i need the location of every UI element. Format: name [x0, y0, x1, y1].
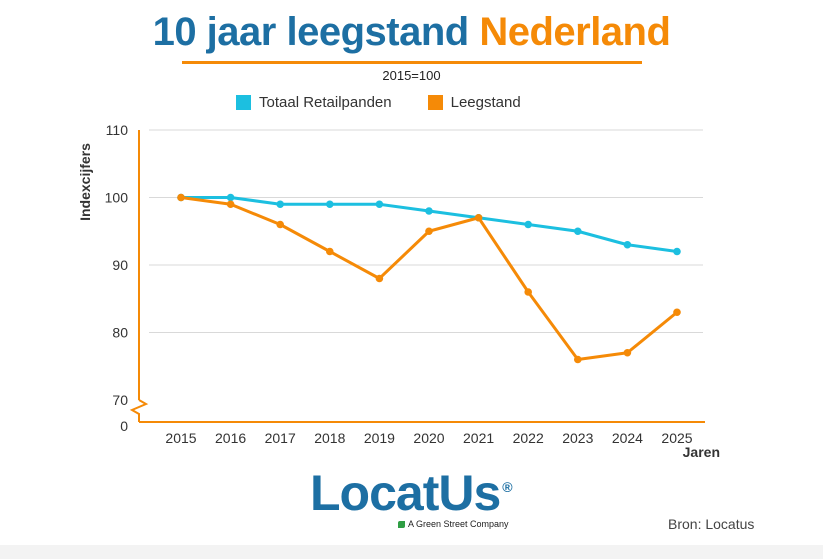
x-tick-label: 2023 — [562, 430, 593, 446]
data-point-leegstand — [226, 200, 235, 209]
x-tick-label: 2025 — [661, 430, 692, 446]
y-axis-title: Indexcijfers — [77, 143, 93, 221]
series-line-leegstand — [180, 196, 678, 361]
x-tick-label: 2024 — [612, 430, 643, 446]
source-note: Bron: Locatus — [668, 516, 755, 532]
data-point-retailpanden — [574, 227, 582, 236]
x-tick-label: 2019 — [364, 430, 395, 446]
data-point-retailpanden — [524, 220, 532, 229]
x-tick-label: 2022 — [513, 430, 544, 446]
chart-title: 10 jaar leegstand Nederland — [0, 10, 823, 55]
data-point-leegstand — [623, 348, 632, 357]
x-tick-label: 2018 — [314, 430, 345, 446]
tagline-text: A Green Street Company — [408, 519, 509, 529]
data-point-leegstand — [574, 355, 582, 364]
chart-subtitle: 2015=100 — [382, 68, 441, 83]
data-point-retailpanden — [226, 193, 235, 202]
title-part-2: Nederland — [479, 10, 671, 54]
legend-swatch-blue — [236, 95, 251, 110]
logo-tagline: A Green Street Company — [398, 519, 509, 529]
x-axis-title: Jaren — [683, 444, 720, 460]
bottom-band — [0, 545, 823, 559]
data-point-retailpanden — [375, 200, 384, 209]
legend: Totaal Retailpanden Leegstand — [236, 94, 521, 111]
data-point-leegstand — [177, 193, 185, 202]
x-tick-label: 2021 — [463, 430, 494, 446]
data-point-retailpanden — [425, 207, 433, 215]
x-tick-label: 2016 — [215, 430, 246, 446]
y-tick-label: 90 — [112, 257, 128, 273]
legend-item-leegstand: Leegstand — [427, 94, 521, 111]
x-tick-label: 2020 — [413, 430, 444, 446]
data-point-retailpanden — [673, 247, 681, 256]
data-point-leegstand — [474, 213, 483, 222]
leaf-icon — [398, 520, 405, 528]
data-point-leegstand — [276, 220, 285, 229]
legend-swatch-orange — [427, 95, 443, 110]
y-tick-label: 70 — [112, 392, 128, 408]
x-tick-label: 2015 — [165, 430, 196, 446]
data-point-leegstand — [375, 274, 384, 283]
data-point-retailpanden — [326, 200, 334, 209]
y-axis-break — [129, 399, 149, 422]
data-point-leegstand — [524, 288, 532, 296]
data-point-leegstand — [425, 227, 433, 236]
data-point-retailpanden — [623, 240, 632, 249]
legend-label-leegstand: Leegstand — [450, 94, 521, 111]
title-underline — [182, 61, 642, 64]
title-part-1: 10 jaar leegstand — [152, 10, 470, 54]
data-point-leegstand — [673, 308, 681, 317]
series-line-retailpanden — [181, 196, 678, 253]
y-tick-label: 80 — [112, 325, 128, 341]
logo-registered-mark: ® — [502, 479, 512, 496]
data-point-retailpanden — [276, 200, 285, 209]
data-point-leegstand — [326, 247, 334, 256]
y-tick-label: 110 — [106, 122, 129, 138]
legend-item-retailpanden: Totaal Retailpanden — [236, 94, 392, 111]
locatus-logo: LocatUs ® — [310, 464, 513, 522]
logo-text: LocatUs — [310, 465, 501, 521]
y-tick-label-zero: 0 — [120, 418, 128, 434]
x-tick-label: 2017 — [265, 430, 296, 446]
y-tick-label: 100 — [105, 190, 129, 206]
legend-label-retailpanden: Totaal Retailpanden — [259, 94, 392, 111]
